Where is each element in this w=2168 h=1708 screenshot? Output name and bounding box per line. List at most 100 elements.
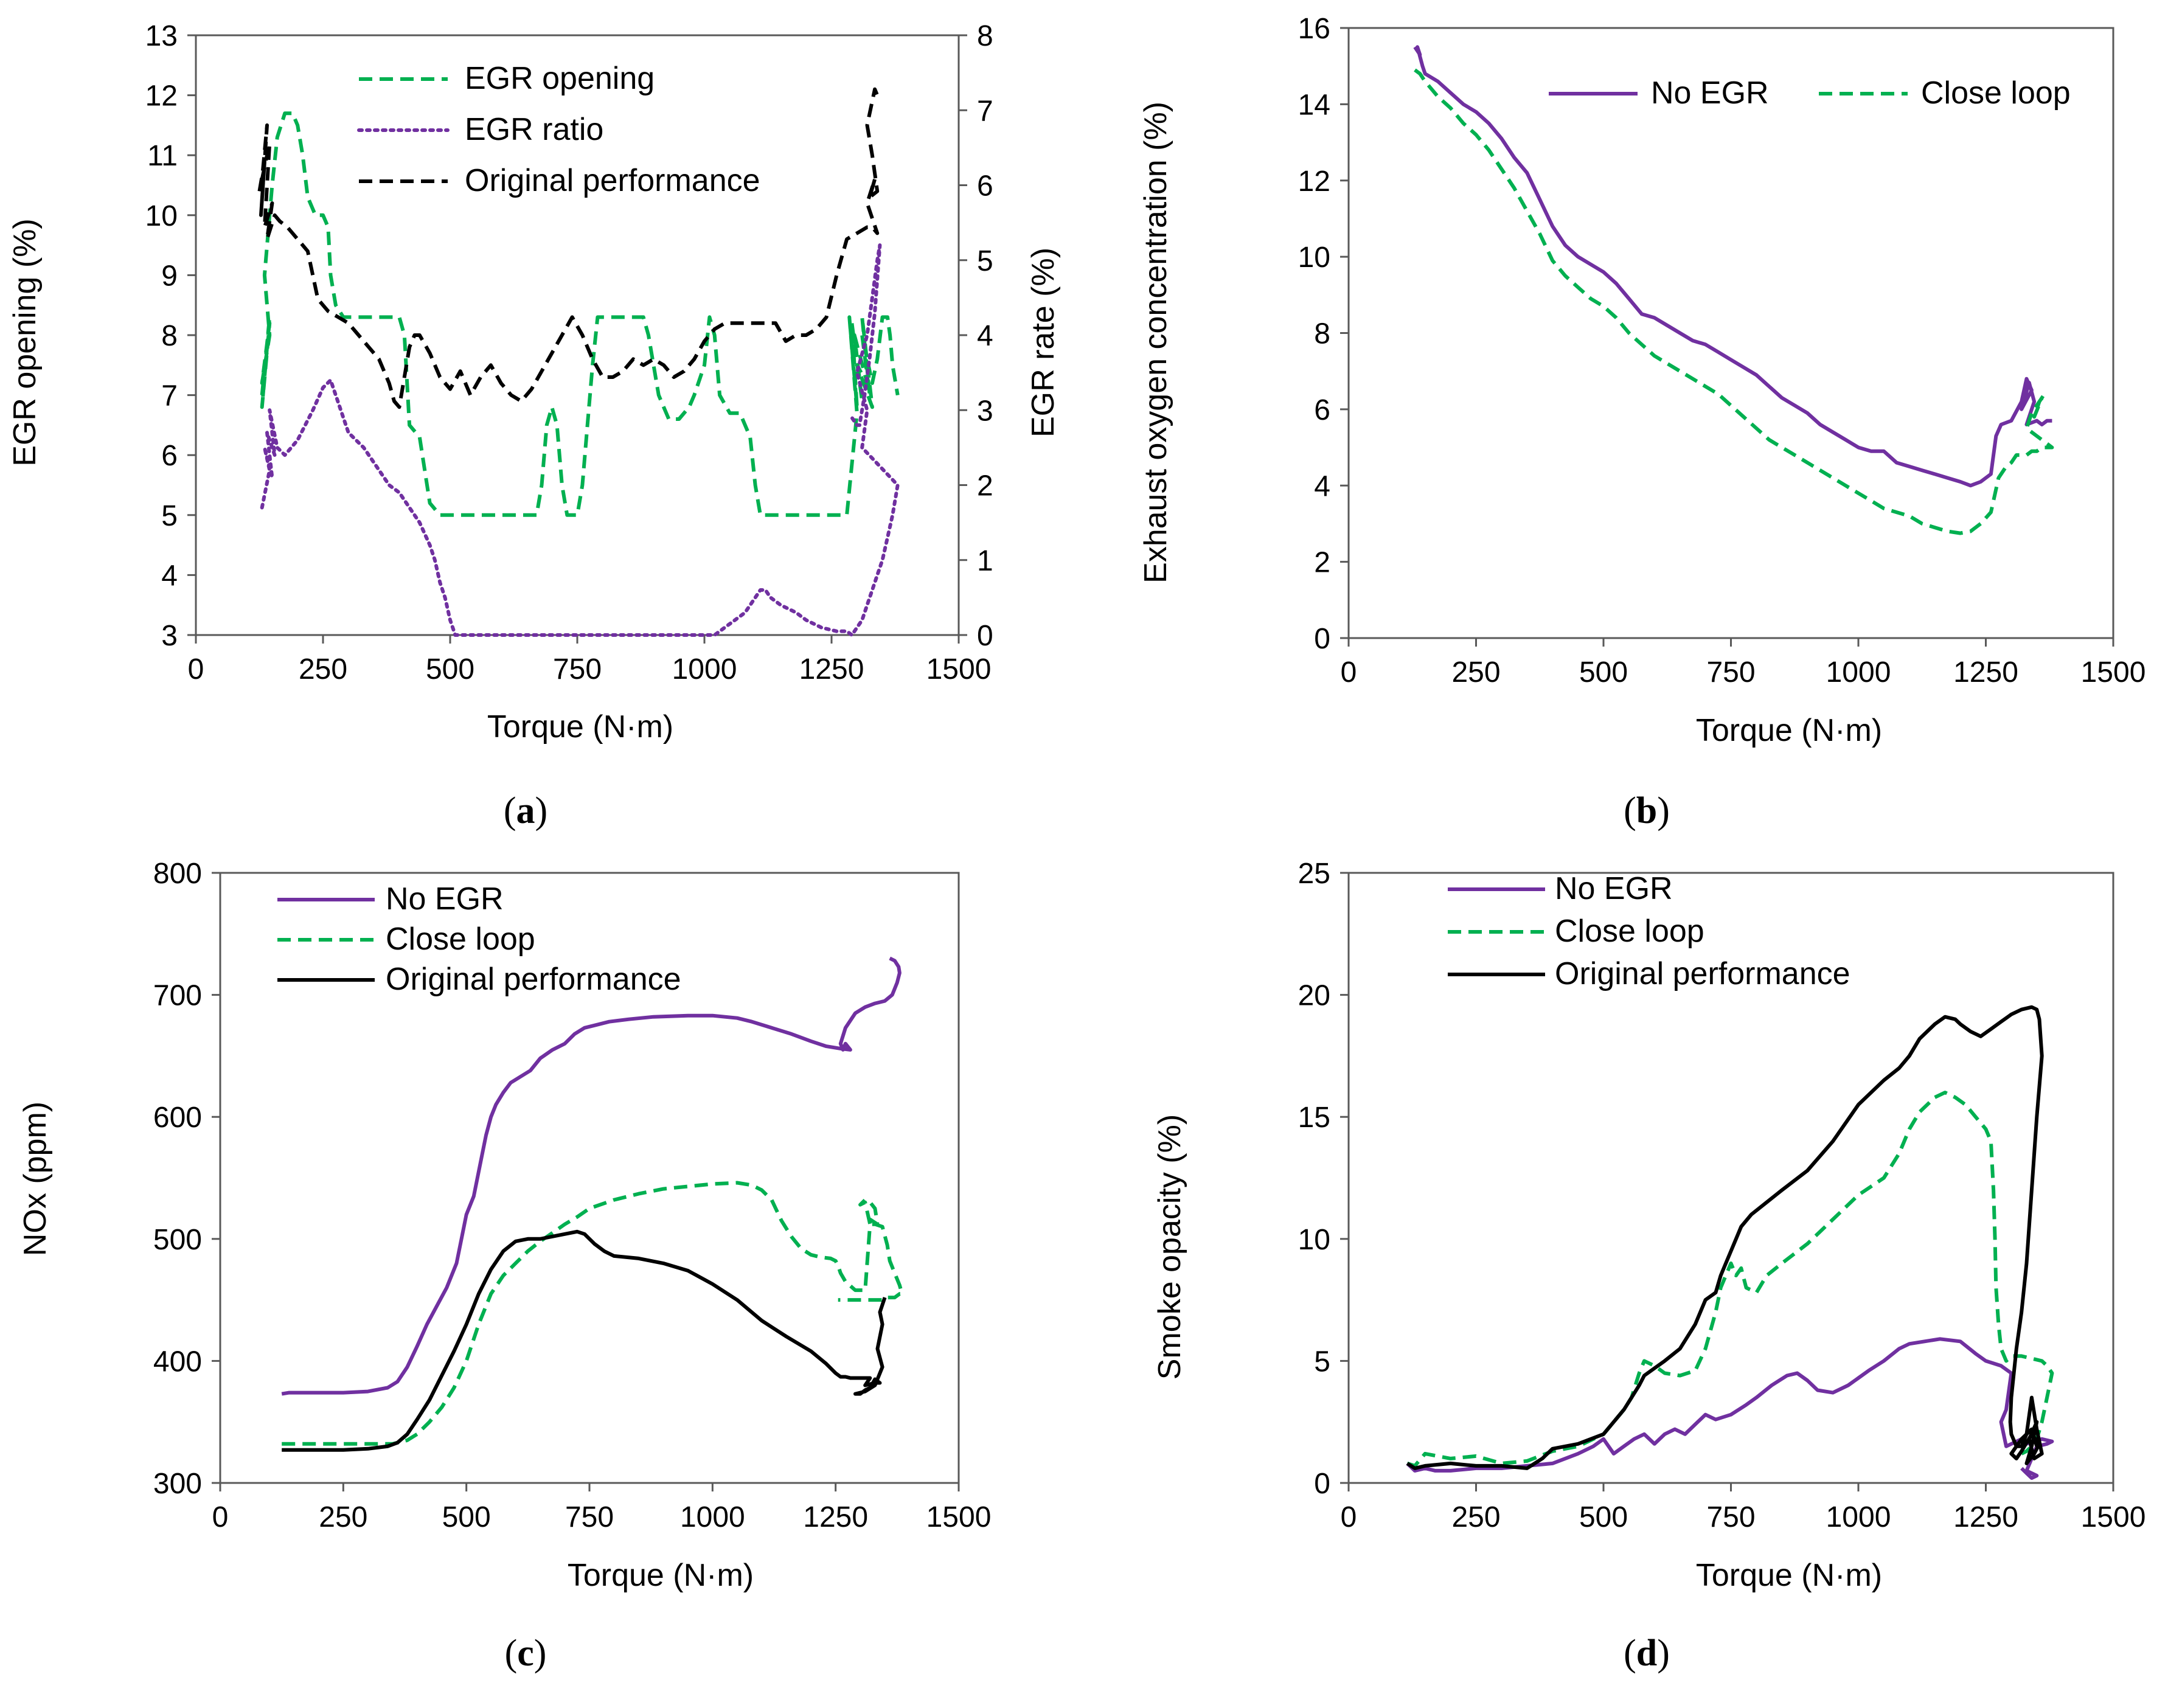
panel-c-x-tick-label: 500 [442,1501,491,1533]
panel-d-x-tick-label: 1000 [1826,1501,1891,1533]
panel-a-series-egr-ratio [260,243,900,637]
panel-d: Smoke opacity (%) Torque (N·m) (d) 0 250 5… [1152,858,2145,1674]
panel-c: NOx (ppm) Torque (N·m) (c) 0 250 500 750 100… [18,858,991,1674]
panel-a-y-tick-label: 13 [145,20,178,52]
panel-b-y-tick-label: 0 [1314,623,1330,655]
panel-b-y-tick-label: 12 [1298,165,1330,198]
panel-c-legend-label: Original performance [386,962,681,997]
panel-d-y-tick-label: 25 [1298,858,1330,890]
panel-b: Exhaust oxygen concentration (%) Torque … [1138,13,2145,831]
panel-b-x-tick-label: 500 [1579,656,1628,689]
panel-a-y-tick-label: 4 [161,560,178,592]
panel-a-y-tick-label: 8 [161,320,178,352]
panel-d-legend: No EGR Close loop Original performance [1448,871,1850,991]
panel-c-x-tick-label: 750 [565,1501,614,1533]
panel-b-y-tick-label: 8 [1314,318,1330,350]
panel-a-y-right-tick-label: 5 [977,245,993,277]
panel-c-y-tick-label: 300 [153,1468,202,1500]
panel-a-y-right-tick-label: 7 [977,95,993,127]
panel-a-legend: EGR opening EGR ratio Original performance [357,61,760,198]
panel-b-series-close-loop [1414,68,2054,535]
panel-b-label-letter: b [1636,790,1657,831]
panel-c-y-tick-label: 400 [153,1345,202,1378]
panel-a-label: (a) [504,790,547,831]
panel-b-y-tick-label: 2 [1314,547,1330,579]
panel-a-y-tick-label: 6 [161,440,178,472]
panel-c-legend-label: Close loop [386,922,535,957]
panel-a-x-tick-label: 750 [553,653,602,686]
panel-a-y-right-tick-label: 3 [977,395,993,427]
panel-c-y-tick-label: 700 [153,980,202,1012]
panel-b-x-tick-label: 1500 [2081,656,2146,689]
panel-a-y-tick-label: 9 [161,260,178,292]
panel-d-legend-label: Close loop [1555,914,1704,949]
panel-b-x-tick-label: 1000 [1826,656,1891,689]
panel-b-y-tick-label: 16 [1298,13,1330,45]
panel-b-y-tick-label: 14 [1298,89,1330,121]
panel-d-y-tick-label: 0 [1314,1468,1330,1500]
panel-a-y-tick-label: 3 [161,620,178,652]
panel-d-series-original-performance [1406,1005,2044,1470]
panel-a-y-tick-label: 12 [145,80,178,113]
panel-a-y-right-tick-label: 1 [977,545,993,577]
panel-a-xlabel: Torque (N·m) [487,709,673,745]
panel-a-x-tick-label: 250 [299,653,347,686]
panel-a-series-egr-opening [260,111,900,517]
panel-d-x-tick-label: 1500 [2081,1501,2146,1533]
panel-a-x-tick-label: 1500 [926,653,992,686]
panel-b-legend-label: Close loop [1921,75,2071,111]
panel-d-ylabel: Smoke opacity (%) [1152,1114,1187,1380]
panel-b-x-tick-label: 1250 [1953,656,2018,689]
panel-c-y-tick-label: 800 [153,858,202,890]
panel-d-x-tick-label: 500 [1579,1501,1628,1533]
panel-d-x-tick-label: 250 [1451,1501,1500,1533]
panel-b-y-tick-label: 6 [1314,394,1330,426]
panel-a-x-tick-label: 500 [426,653,474,686]
panel-a-y-right-tick-label: 0 [977,620,993,652]
panel-a-y-right-tick-label: 2 [977,470,993,502]
panel-b-legend: No EGR Close loop [1549,75,2071,111]
panel-d-label: (d) [1624,1633,1670,1674]
panel-b-ylabel: Exhaust oxygen concentration (%) [1138,102,1173,583]
panel-a-ylabel-right: EGR rate (%) [1026,248,1061,437]
panel-c-x-tick-label: 1500 [926,1501,992,1533]
panel-a-y-tick-label: 10 [145,200,178,232]
panel-b-x-tick-label: 250 [1451,656,1500,689]
panel-c-x-tick-label: 1250 [803,1501,868,1533]
panel-a-y-tick-label: 7 [161,380,178,412]
panel-d-y-tick-label: 10 [1298,1224,1330,1256]
panel-d-legend-label: Original performance [1555,956,1850,991]
panel-a: EGR opening (%) EGR rate (%) Torque (N·m… [7,20,1061,831]
panel-a-y-right-tick-label: 8 [977,20,993,52]
panel-b-x-tick-label: 0 [1341,656,1357,689]
panel-d-y-tick-label: 15 [1298,1102,1330,1134]
panel-a-legend-label: Original performance [465,163,760,198]
panel-a-y-tick-label: 11 [147,140,178,172]
panel-d-label-letter: d [1636,1633,1657,1674]
panel-d-x-tick-label: 1250 [1953,1501,2018,1533]
panel-d-x-tick-label: 0 [1341,1501,1357,1533]
panel-c-series-no-egr [281,956,902,1396]
panel-c-x-tick-label: 1000 [680,1501,745,1533]
panel-a-y-right-tick-label: 4 [977,320,993,352]
panel-a-legend-label: EGR opening [465,61,655,96]
panel-a-x-tick-label: 0 [188,653,204,686]
panel-c-label: (c) [505,1633,547,1674]
panel-c-series-close-loop [282,1181,904,1446]
panel-c-ylabel: NOx (ppm) [18,1102,53,1256]
panel-b-y-tick-label: 10 [1298,241,1330,274]
panel-c-legend: No EGR Close loop Original performance [277,881,681,997]
panel-c-label-letter: c [517,1633,534,1674]
panel-d-x-tick-label: 750 [1706,1501,1755,1533]
panel-a-label-letter: a [516,790,535,831]
panel-b-label: (b) [1624,790,1670,831]
panel-c-y-tick-label: 600 [153,1102,202,1134]
panel-d-legend-label: No EGR [1555,871,1673,906]
panel-a-x-tick-label: 1000 [672,653,737,686]
panel-a-ylabel: EGR opening (%) [7,218,43,467]
panel-b-series-no-egr [1413,45,2052,488]
panel-c-x-tick-label: 250 [319,1501,367,1533]
panel-a-legend-label: EGR ratio [465,112,603,147]
